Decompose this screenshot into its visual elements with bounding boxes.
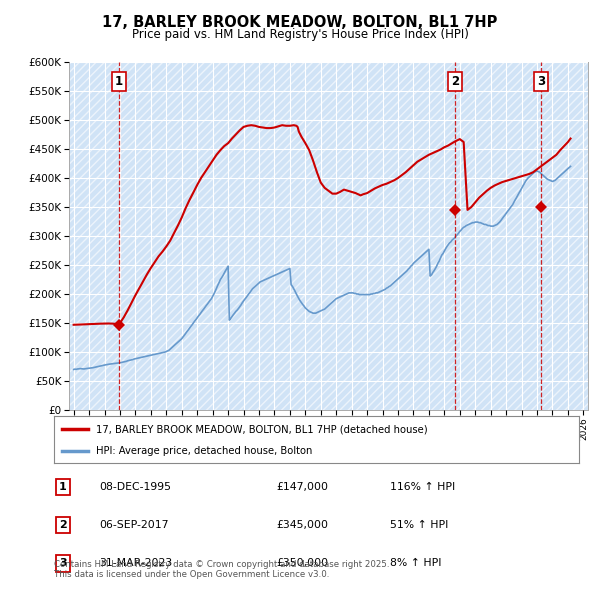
Text: HPI: Average price, detached house, Bolton: HPI: Average price, detached house, Bolt… (96, 447, 313, 456)
Text: Contains HM Land Registry data © Crown copyright and database right 2025.
This d: Contains HM Land Registry data © Crown c… (54, 560, 389, 579)
Text: 51% ↑ HPI: 51% ↑ HPI (390, 520, 448, 530)
Text: 3: 3 (537, 74, 545, 87)
Text: £350,000: £350,000 (276, 559, 328, 568)
Text: 2: 2 (59, 520, 67, 530)
Text: 2: 2 (451, 74, 459, 87)
Text: Price paid vs. HM Land Registry's House Price Index (HPI): Price paid vs. HM Land Registry's House … (131, 28, 469, 41)
Text: 3: 3 (59, 559, 67, 568)
Text: 116% ↑ HPI: 116% ↑ HPI (390, 482, 455, 491)
Text: 06-SEP-2017: 06-SEP-2017 (99, 520, 169, 530)
Text: 1: 1 (115, 74, 123, 87)
Text: 08-DEC-1995: 08-DEC-1995 (99, 482, 171, 491)
Text: 1: 1 (59, 482, 67, 491)
Text: 17, BARLEY BROOK MEADOW, BOLTON, BL1 7HP: 17, BARLEY BROOK MEADOW, BOLTON, BL1 7HP (103, 15, 497, 30)
Text: 17, BARLEY BROOK MEADOW, BOLTON, BL1 7HP (detached house): 17, BARLEY BROOK MEADOW, BOLTON, BL1 7HP… (96, 424, 428, 434)
Text: 8% ↑ HPI: 8% ↑ HPI (390, 559, 442, 568)
Text: £147,000: £147,000 (276, 482, 328, 491)
Text: 31-MAR-2023: 31-MAR-2023 (99, 559, 172, 568)
Text: £345,000: £345,000 (276, 520, 328, 530)
